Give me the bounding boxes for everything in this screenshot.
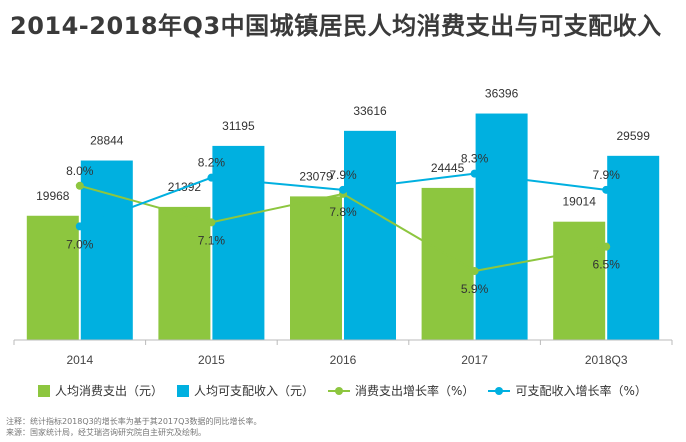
point-label-income-growth-2018Q3: 7.9% [593, 168, 621, 182]
bar-label-income-2017: 36396 [485, 87, 519, 101]
bar-income-2014 [80, 160, 133, 340]
source-line: 来源：国家统计局，经艾瑞咨询研究院自主研究及绘制。 [6, 428, 206, 437]
point-consumption-growth-2015 [207, 218, 216, 227]
bar-income-2017 [475, 113, 528, 340]
bar-label-consumption-2018Q3: 19014 [563, 195, 597, 209]
legend-swatch-consumption [38, 384, 50, 397]
bar-consumption-2015 [158, 206, 211, 340]
bar-income-2016 [344, 130, 396, 340]
point-label-consumption-growth-2015: 7.1% [198, 233, 226, 247]
legend-label-consumption: 人均消费支出（元） [55, 384, 164, 398]
point-label-consumption-growth-2017: 5.9% [461, 282, 489, 296]
legend-item-income-growth: 可支配收入增长率（%） [488, 382, 647, 399]
bar-label-income-2014: 28844 [90, 134, 124, 148]
notes: 注释：统计指标2018Q3的增长率为基于其2017Q3数据的同比增长率。 来源：… [6, 416, 262, 438]
x-tick-label-2016: 2016 [330, 353, 357, 367]
point-consumption-growth-2014 [75, 181, 84, 190]
bar-label-income-2015: 31195 [222, 119, 255, 133]
point-consumption-growth-2018Q3 [602, 242, 611, 251]
bar-consumption-2017 [421, 187, 474, 340]
point-label-consumption-growth-2016: 7.8% [329, 205, 357, 219]
x-tick-label-2014: 2014 [66, 353, 93, 367]
bar-consumption-2016 [290, 196, 342, 340]
point-label-consumption-growth-2018Q3: 6.5% [593, 258, 621, 272]
point-income-growth-2017 [470, 169, 479, 178]
legend-swatch-income-growth [488, 385, 511, 397]
bar-consumption-2018Q3 [553, 221, 606, 340]
legend-item-consumption-growth: 消费支出增长率（%） [328, 382, 474, 399]
point-consumption-growth-2017 [470, 267, 479, 276]
x-tick-label-2017: 2017 [461, 353, 488, 367]
legend-swatch-consumption-growth [328, 385, 351, 397]
bar-income-2018Q3 [607, 155, 660, 340]
note-line: 注释：统计指标2018Q3的增长率为基于其2017Q3数据的同比增长率。 [6, 417, 262, 426]
bar-label-consumption-2017: 24445 [431, 161, 465, 175]
point-income-growth-2015 [207, 173, 216, 182]
legend-swatch-income [177, 384, 190, 397]
point-label-income-growth-2017: 8.3% [461, 152, 489, 166]
bar-consumption-2014 [26, 215, 79, 340]
point-income-growth-2016 [339, 185, 347, 194]
point-label-income-growth-2015: 8.2% [198, 156, 226, 170]
bar-label-income-2016: 33616 [353, 104, 387, 118]
bar-label-consumption-2016: 23079 [299, 169, 333, 183]
x-tick-label-2015: 2015 [198, 353, 225, 367]
point-income-growth-2018Q3 [602, 185, 611, 194]
bar-label-income-2018Q3: 29599 [617, 129, 651, 143]
legend-item-consumption: 人均消费支出（元） [38, 382, 163, 399]
chart-title: 2014-2018年Q3中国城镇居民人均消费支出与可支配收入 [10, 12, 662, 40]
legend-label-income: 人均可支配收入（元） [194, 384, 315, 398]
legend-label-income-growth: 可支配收入增长率（%） [515, 384, 647, 398]
bar-label-consumption-2014: 19968 [36, 189, 70, 203]
legend: 人均消费支出（元） 人均可支配收入（元） 消费支出增长率（%） 可支配收入增长率… [38, 382, 647, 399]
point-label-income-growth-2014: 7.0% [66, 237, 94, 251]
point-label-income-growth-2016: 7.9% [329, 168, 357, 182]
point-label-consumption-growth-2014: 8.0% [66, 164, 94, 178]
legend-label-consumption-growth: 消费支出增长率（%） [355, 384, 475, 398]
x-tick-label-2018Q3: 2018Q3 [585, 353, 628, 367]
legend-item-income: 人均可支配收入（元） [177, 382, 314, 399]
point-income-growth-2014 [75, 222, 84, 231]
